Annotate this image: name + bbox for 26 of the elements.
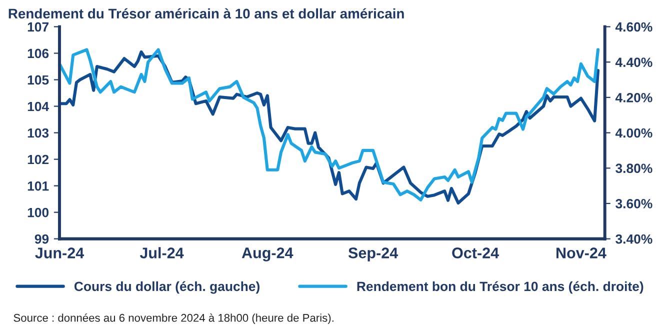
y-tick-label: 101 xyxy=(28,181,49,191)
x-tick-label: Sep-24 xyxy=(348,248,398,262)
legend-label: Cours du dollar (éch. gauche) xyxy=(74,281,260,294)
y-tick-label: 103 xyxy=(28,128,49,138)
y-tick-label: 106 xyxy=(28,48,49,58)
y-tick-label: 99 xyxy=(34,234,49,244)
y2-tick-label: 4.20% xyxy=(615,92,652,102)
y2-tick-label: 4.60% xyxy=(615,22,652,32)
x-tick-label: Jul-24 xyxy=(140,247,184,258)
y2-tick-label: 4.40% xyxy=(615,58,652,67)
chart-title: Rendement du Trésor américain à 10 ans et dollar américain xyxy=(8,8,404,19)
y2-tick-label: 3.60% xyxy=(616,199,652,208)
source-note: Source : données au 6 novembre 2024 à 18h00 (heure de Paris). xyxy=(14,313,334,324)
y-tick-label: 102 xyxy=(28,154,49,164)
y-tick-label: 107 xyxy=(28,22,48,32)
y-tick-label: 100 xyxy=(28,208,49,218)
legend-label: Rendement bon du Trésor 10 ans (éch. droite) xyxy=(357,281,644,294)
y2-tick-label: 4.00% xyxy=(615,128,652,138)
x-tick-label: Nov-24 xyxy=(556,248,606,258)
x-tick-label: Jun-24 xyxy=(35,248,84,258)
x-tick-label: Aug-24 xyxy=(242,247,294,262)
y-tick-label: 104 xyxy=(28,102,50,112)
y-tick-label: 105 xyxy=(28,75,49,85)
y2-tick-label: 3.80% xyxy=(616,164,652,174)
x-tick-label: Oct-24 xyxy=(452,248,499,258)
y2-tick-label: 3.40% xyxy=(616,234,652,244)
